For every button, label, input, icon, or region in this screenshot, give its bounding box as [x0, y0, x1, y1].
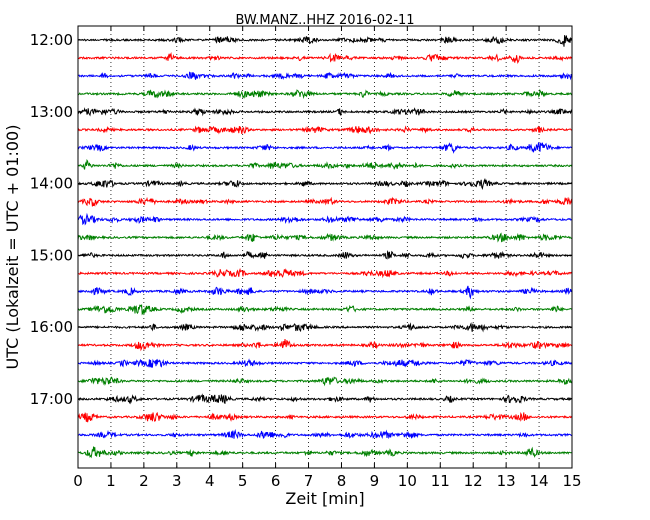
seismic-trace	[77, 142, 573, 154]
y-tick-label: 14:00	[30, 175, 73, 193]
x-tick-label: 8	[337, 472, 347, 490]
seismic-trace	[77, 376, 573, 387]
seismic-trace	[77, 446, 572, 459]
x-tick-label: 14	[530, 472, 549, 490]
chart-title: BW.MANZ..HHZ 2016-02-11	[235, 13, 414, 28]
seismic-trace	[77, 411, 573, 423]
seismic-trace	[77, 107, 573, 117]
y-axis-label: UTC (Lokalzeit = UTC + 01:00)	[3, 125, 22, 370]
seismic-trace	[77, 232, 573, 243]
seismic-trace	[77, 304, 572, 316]
x-tick-label: 2	[139, 472, 149, 490]
seismic-trace	[77, 428, 572, 440]
seismic-trace	[77, 393, 572, 405]
x-tick-label: 3	[172, 472, 182, 490]
x-tick-label: 9	[370, 472, 380, 490]
y-tick-label: 13:00	[30, 103, 73, 121]
seismic-trace	[77, 338, 573, 352]
x-tick-label: 10	[398, 472, 417, 490]
seismic-trace	[77, 196, 573, 207]
x-tick-label: 7	[304, 472, 314, 490]
x-axis-ticks: 0 1 2 3 4 5 6 7 8 9 10 11 12 13 14 15	[73, 26, 582, 490]
x-tick-label: 4	[205, 472, 215, 490]
seismic-trace	[77, 52, 573, 64]
x-tick-label: 12	[464, 472, 483, 490]
seismic-trace	[77, 322, 572, 333]
plot-frame	[77, 25, 573, 469]
seismic-trace	[77, 125, 572, 135]
y-tick-label: 12:00	[30, 31, 73, 49]
seismic-trace	[77, 285, 572, 300]
seismic-trace	[77, 88, 573, 100]
seismic-trace	[77, 71, 573, 81]
seismic-trace	[77, 212, 573, 226]
y-tick-label: 16:00	[30, 318, 73, 336]
x-tick-label: 1	[106, 472, 116, 490]
seismic-trace	[77, 358, 573, 369]
x-tick-label: 6	[271, 472, 281, 490]
y-axis-ticks: 12:00 13:00 14:00 15:00 16:00 17:00	[30, 31, 572, 408]
x-tick-label: 0	[73, 472, 83, 490]
seismic-trace	[77, 158, 573, 170]
y-tick-label: 15:00	[30, 246, 73, 264]
seismic-trace	[77, 249, 573, 260]
seismic-trace	[77, 35, 573, 47]
x-tick-label: 5	[238, 472, 248, 490]
seismic-trace	[77, 267, 573, 279]
vertical-gridlines	[110, 26, 540, 468]
seismic-trace	[77, 177, 573, 191]
y-tick-label: 17:00	[30, 390, 73, 408]
x-axis-label: Zeit [min]	[285, 489, 364, 508]
x-tick-label: 13	[497, 472, 516, 490]
x-tick-label: 11	[431, 472, 450, 490]
x-tick-label: 15	[562, 472, 581, 490]
seismic-traces	[77, 35, 573, 459]
